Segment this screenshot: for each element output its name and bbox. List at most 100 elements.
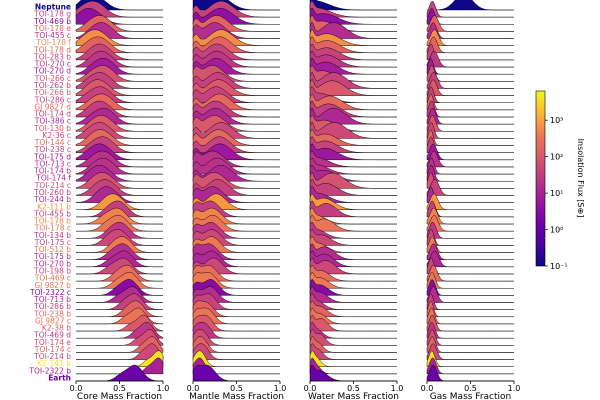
ridge-1 [427,0,514,11]
x-tick-label: 1.0 [157,384,170,393]
planet-label: TOI-174 c [34,345,71,354]
ridge-36 [309,243,397,260]
ridge-47 [76,321,164,339]
ridge-41 [76,279,163,296]
planet-label: TOI-175 c [34,238,71,247]
ridge-39 [426,264,514,282]
ridge-34 [309,229,397,246]
planet-label: TOI-130 b [33,124,71,133]
ridge-28 [309,186,397,203]
ridge-35 [426,236,514,253]
x-tick-label: 0.5 [464,384,477,393]
planet-label: Neptune [35,3,71,12]
ridge-48 [309,329,397,346]
ridge-50 [309,343,397,360]
x-tick-label: 1.0 [274,384,287,393]
ridge-20 [309,129,397,146]
x-axis-label: Gas Mass Fraction [430,392,511,400]
planet-label: TOI-178 g [33,10,71,19]
x-tick-label: 0.5 [230,384,243,393]
planet-label: TOI-178 d [33,45,71,54]
planet-label: GJ 9827 d [34,102,71,111]
x-axis-label: Mantle Mass Fraction [189,392,284,400]
ridge-16 [426,100,514,118]
ridge-36 [76,243,163,260]
ridge-17 [309,107,397,125]
planet-label: TOI-198 b [33,266,71,275]
colorbar-gradient [535,90,546,267]
ridge-20 [426,129,514,146]
planet-label: TOI-2322 c [29,288,71,297]
planet-label: TOI-262 b [33,81,71,90]
planet-label: TOI-283 b [33,52,71,61]
planet-label: TOI-175 d [33,152,71,161]
planet-label: TOI-238 c [34,145,71,154]
planet-label: GJ 9827 c [35,316,71,325]
planet-label: TOI-178 e [33,24,71,33]
colorbar: Insolation Flux [S⊕] 10⁻¹ 10⁰ 10¹ 10² 10³ [535,90,585,271]
ridge-45 [426,307,514,325]
planet-label: TOI-214 b [33,352,71,361]
planet-label: TOI-174 d [33,110,71,119]
ridge-43 [192,293,280,310]
ridge-27 [309,179,397,196]
ridge-38 [309,257,397,275]
planet-label: TOI-2322 b [28,366,71,375]
planet-label: TOI-238 b [33,309,71,318]
x-axis-label: Core Mass Fraction [77,392,162,400]
ridge-2 [309,0,397,18]
ridge-1 [309,0,397,11]
planet-label: TOI-134 b [33,231,71,240]
ridge-46 [426,314,514,332]
planet-label: TOI-713 b [33,295,71,304]
x-tick-label: 1.0 [391,384,404,393]
ridge-49 [76,336,164,353]
ridge-24 [309,157,397,175]
ridge-33 [426,222,514,239]
planet-label: GJ 9827 b [34,281,71,290]
ridge-28 [75,186,163,203]
ridge-19 [426,122,514,139]
colorbar-tick-label: 10² [550,153,563,162]
ridge-29 [426,193,514,210]
planet-label: TOI-174 b [33,167,71,176]
planet-label: K2-38 b [42,324,71,333]
ridge-22 [309,143,397,161]
colorbar-tick-label: 10⁻¹ [550,262,568,271]
planet-label: TOI-214 c [34,181,71,190]
planet-label: TOI-270 c [34,60,71,69]
planet-label: TOI-455 b [33,209,71,218]
ridge-48 [426,329,514,346]
ridge-43 [426,293,514,310]
ridge-24 [426,157,514,175]
ridge-19 [309,122,397,139]
planet-label: TOI-178 f [35,38,71,47]
planet-label: TOI-713 c [34,159,71,168]
planet-label: TOI-512 b [33,245,71,254]
ridge-9 [309,50,397,68]
planet-label: TOI-469 d [33,331,71,340]
planet-label: TOI-266 c [34,74,71,83]
ridge-46 [192,314,280,332]
ridge-44 [426,300,514,318]
ridge-7 [426,36,514,54]
planet-label: TOI-270 d [33,67,71,76]
ridge-18 [426,115,514,132]
planet-label: TOI-455 c [34,31,71,40]
x-tick-label: 0.5 [113,384,126,393]
ridge-52 [426,357,514,375]
x-tick-label: 0.0 [304,384,317,393]
ridge-26 [309,172,397,189]
planet-label: K2-111 b [37,202,71,211]
ridge-22 [426,143,514,161]
planet-label: TOI-469 c [34,274,71,283]
ridge-13 [426,79,514,96]
planet-label: TOI-266 b [33,88,71,97]
ridge-44 [192,300,280,318]
planet-label: TOI-174 f [35,174,71,183]
planet-label: K2-36 c [43,131,71,140]
